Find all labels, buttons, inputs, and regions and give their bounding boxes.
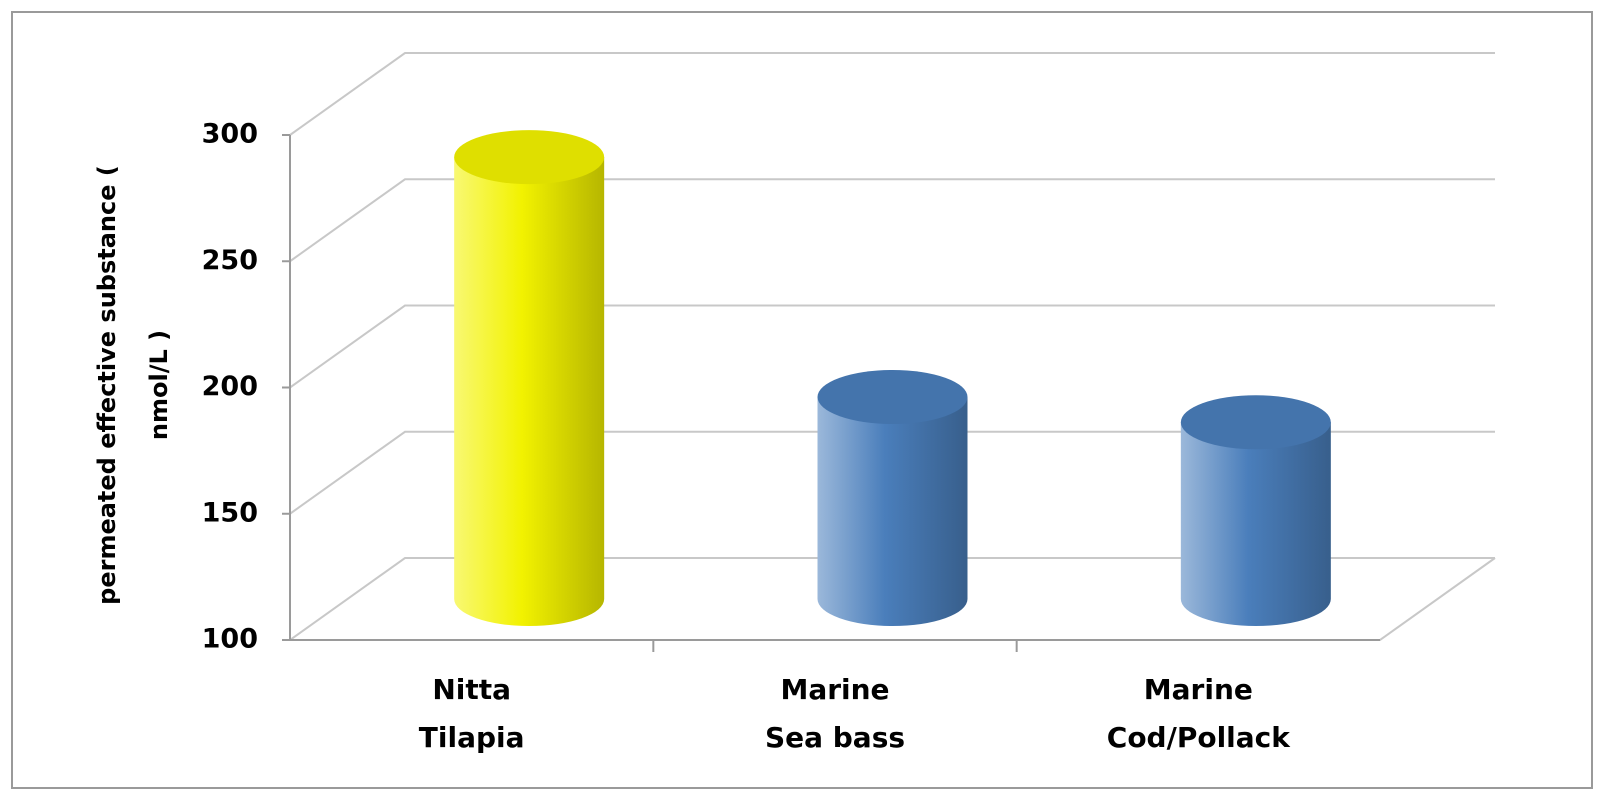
x-tick-label: Sea bass <box>765 721 905 754</box>
x-tick-label: Tilapia <box>419 721 525 754</box>
x-tick-label: Marine <box>780 673 889 706</box>
x-tick-label: Cod/Pollack <box>1107 721 1292 754</box>
grid-line <box>289 52 1495 136</box>
y-tick-label: 300 <box>202 119 258 150</box>
x-tick-label: Marine <box>1144 673 1253 706</box>
grid-line <box>289 304 1495 389</box>
bar-top <box>1180 395 1331 450</box>
grid-line <box>289 557 1495 641</box>
y-tick-label: 100 <box>202 624 258 655</box>
y-axis-title: permeated effective substance ( nmol/L ) <box>93 165 173 605</box>
y-axis-title-line: permeated effective substance ( <box>93 165 121 605</box>
chart-border <box>11 11 1593 789</box>
grid-line <box>289 178 1495 263</box>
bar <box>454 157 605 626</box>
bar <box>817 397 968 626</box>
y-tick-label: 150 <box>202 497 258 528</box>
bar-top <box>454 130 605 185</box>
x-tick-label: Nitta <box>432 673 511 706</box>
y-tick-label: 250 <box>202 245 258 276</box>
bar <box>1180 422 1331 626</box>
grid-line <box>289 430 1495 515</box>
bar-top <box>817 370 968 424</box>
y-tick-label: 200 <box>202 371 258 402</box>
y-axis-title-line: nmol/L ) <box>145 330 173 440</box>
